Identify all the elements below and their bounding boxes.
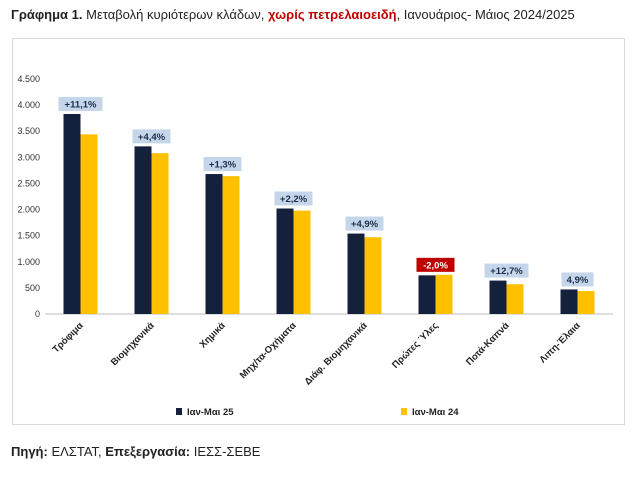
processing-label: Επεξεργασία: xyxy=(105,444,191,459)
bar-2-series-2 xyxy=(151,153,169,314)
category-label-3: Χημικά xyxy=(198,320,228,350)
source-value: ΕΛΣΤΑΤ, xyxy=(47,444,106,459)
change-badge-3 xyxy=(203,157,242,172)
y-tick-label: 1.000 xyxy=(17,257,40,267)
y-tick-label: 3.000 xyxy=(17,152,40,162)
bar-8-series-1 xyxy=(560,289,578,314)
bar-3-series-2 xyxy=(222,176,240,314)
caption-highlight: χωρίς πετρελαιοειδή xyxy=(267,7,397,22)
legend-label-1: Ιαν-Μαι 25 xyxy=(187,407,234,418)
legend-swatch-1 xyxy=(176,408,182,415)
chart-caption: Γράφημα 1. Μεταβολή κυριότερων κλάδων, χ… xyxy=(11,7,575,22)
y-tick-label: 500 xyxy=(25,283,40,293)
bar-5-series-2 xyxy=(364,237,382,314)
legend-label-2: Ιαν-Μαι 24 xyxy=(412,407,459,418)
bar-2-series-1 xyxy=(134,146,152,314)
bar-4-series-1 xyxy=(276,208,294,314)
y-tick-label: 4.500 xyxy=(17,74,40,84)
change-badge-6 xyxy=(416,257,455,272)
bar-chart: 0 500 1.000 1.500 2.000 2.500 3.000 3.500 4.000 4… xyxy=(17,74,613,418)
change-badge-4 xyxy=(274,191,313,206)
category-label-1: Τρόφιμα xyxy=(51,320,86,355)
change-label-8: 4,9% xyxy=(567,275,589,286)
change-badge-8 xyxy=(561,272,594,287)
bar-8-series-2 xyxy=(577,291,595,314)
y-tick-label: 2.500 xyxy=(17,178,40,188)
y-tick-label: 0 xyxy=(35,309,40,319)
category-label-6: Πρώτες Ύλες xyxy=(390,320,441,371)
change-badge-2 xyxy=(132,129,171,144)
change-label-7: +12,7% xyxy=(490,266,523,277)
chart-frame: 0 500 1.000 1.500 2.000 2.500 3.000 3.500 4.000 4… xyxy=(12,38,625,425)
change-label-3: +1,3% xyxy=(209,160,237,171)
change-label-4: +2,2% xyxy=(280,194,308,205)
category-label-7: Ποτά-Καπνά xyxy=(464,320,512,368)
bar-1-series-1 xyxy=(63,113,81,314)
change-label-5: +4,9% xyxy=(351,219,379,230)
bar-3-series-1 xyxy=(205,174,223,314)
category-label-4: Μηχ/τα-Οχήματα xyxy=(238,320,299,381)
bar-6-series-1 xyxy=(418,275,436,314)
processing-value: ΙΕΣΣ-ΣΕΒΕ xyxy=(190,444,261,459)
source-note: Πηγή: ΕΛΣΤΑΤ, Επεξεργασία: ΙΕΣΣ-ΣΕΒΕ xyxy=(11,444,260,459)
bar-6-series-2 xyxy=(435,274,453,314)
bar-4-series-2 xyxy=(293,210,311,314)
y-tick-label: 2.000 xyxy=(17,205,40,215)
change-label-2: +4,4% xyxy=(138,132,166,143)
category-label-8: Λιπη-Έλαια xyxy=(537,320,582,365)
bar-5-series-1 xyxy=(347,233,365,314)
change-badge-5 xyxy=(345,216,384,231)
category-label-5: Διάφ. Βιομηχανικά xyxy=(302,320,369,387)
change-label-1: +11,1% xyxy=(65,99,98,110)
y-tick-label: 1.500 xyxy=(17,231,40,241)
category-label-2: Βιομηχανικά xyxy=(109,320,157,368)
change-badge-7 xyxy=(484,263,529,278)
legend-swatch-2 xyxy=(401,408,407,415)
change-label-6: -2,0% xyxy=(423,260,448,271)
bar-1-series-2 xyxy=(80,134,98,314)
caption-prefix: Γράφημα 1. xyxy=(11,7,83,22)
caption-text-after: , Ιανουάριος- Μάιος 2024/2025 xyxy=(396,7,575,22)
y-tick-label: 3.500 xyxy=(17,126,40,136)
y-tick-label: 4.000 xyxy=(17,100,40,110)
caption-text-before: Μεταβολή κυριότερων κλάδων, xyxy=(82,7,268,22)
bar-7-series-1 xyxy=(489,280,507,314)
source-label: Πηγή: xyxy=(11,444,48,459)
bar-7-series-2 xyxy=(506,284,524,314)
change-badge-1 xyxy=(58,96,103,111)
